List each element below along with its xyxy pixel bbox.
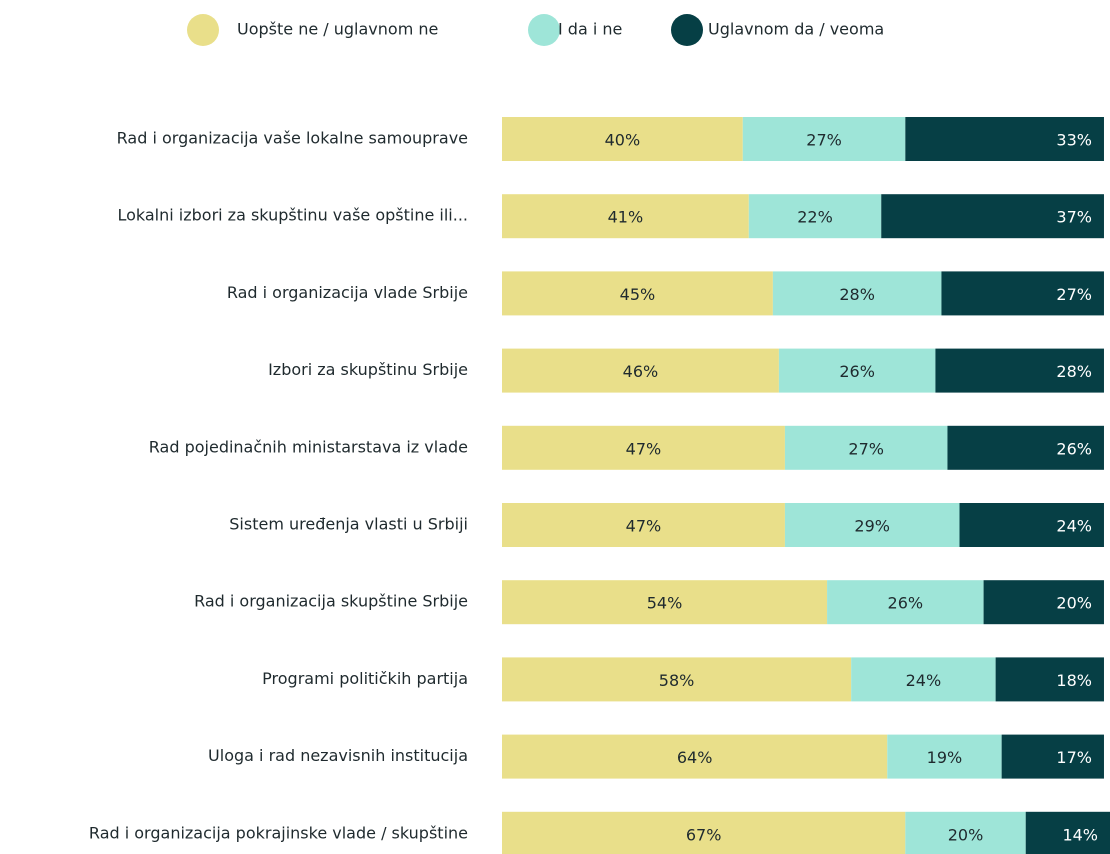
value-label: 18% — [1056, 671, 1092, 690]
legend-swatch — [187, 14, 219, 46]
value-label: 58% — [659, 671, 695, 690]
bar-segment — [935, 348, 1104, 393]
bar-segment — [887, 734, 1002, 779]
bar-segment — [851, 657, 996, 702]
value-label: 19% — [927, 748, 963, 767]
y-tick-label: Rad i organizacija pokrajinske vlade / s… — [89, 823, 468, 842]
value-label: 64% — [677, 748, 713, 767]
value-label: 28% — [839, 285, 875, 304]
value-label: 24% — [906, 671, 942, 690]
y-tick-label: Programi političkih partija — [262, 669, 468, 688]
value-label: 20% — [1056, 594, 1092, 613]
value-label: 45% — [620, 285, 656, 304]
value-label: 67% — [686, 825, 722, 844]
value-label: 54% — [647, 594, 683, 613]
bar-segment — [905, 811, 1026, 854]
value-label: 26% — [888, 594, 924, 613]
bar-segment — [995, 657, 1104, 702]
value-label: 20% — [948, 825, 984, 844]
bar-segment — [502, 811, 906, 854]
value-label: 22% — [797, 208, 833, 227]
bar-segment — [784, 425, 948, 470]
bar-segment — [959, 503, 1104, 547]
bar-segment — [1001, 734, 1104, 779]
y-tick-label: Rad i organizacija vlade Srbije — [227, 283, 468, 302]
value-label: 37% — [1056, 208, 1092, 227]
value-label: 27% — [1056, 285, 1092, 304]
y-tick-label: Rad i organizacija skupštine Srbije — [194, 592, 468, 611]
value-label: 40% — [605, 131, 641, 150]
value-label: 14% — [1062, 825, 1098, 844]
value-label: 47% — [626, 439, 662, 458]
y-tick-label: Izbori za skupštinu Srbije — [268, 360, 468, 379]
y-tick-label: Sistem uređenja vlasti u Srbiji — [229, 515, 468, 534]
y-tick-label: Rad i organizacija vaše lokalne samoupra… — [117, 129, 468, 148]
bar-segment — [748, 194, 882, 239]
value-label: 17% — [1056, 748, 1092, 767]
legend-label: Uglavnom da / veoma — [708, 20, 884, 39]
value-label: 46% — [623, 362, 659, 381]
bar-segment — [784, 503, 960, 547]
value-label: 26% — [1056, 439, 1092, 458]
value-label: 41% — [608, 208, 644, 227]
bar-segment — [1025, 811, 1110, 854]
bar-segment — [502, 657, 852, 702]
bar-segment — [502, 580, 828, 625]
bar-segment — [947, 425, 1104, 470]
bar-segment — [502, 348, 779, 393]
value-label: 28% — [1056, 362, 1092, 381]
legend-swatch — [528, 14, 560, 46]
value-label: 24% — [1056, 517, 1092, 536]
bar-segment — [941, 271, 1104, 316]
bar-segment — [827, 580, 984, 625]
value-label: 27% — [848, 439, 884, 458]
bar-segment — [881, 194, 1104, 239]
bar-segment — [502, 425, 785, 470]
legend-label: I da i ne — [558, 20, 622, 39]
value-label: 33% — [1056, 131, 1092, 150]
bar-segment — [983, 580, 1104, 625]
legend-swatch — [671, 14, 703, 46]
bar-segment — [502, 734, 888, 779]
value-label: 26% — [839, 362, 875, 381]
bar-segment — [742, 117, 906, 161]
bar-segment — [502, 194, 749, 239]
bar-segment — [502, 271, 773, 316]
y-tick-label: Rad pojedinačnih ministarstava iz vlade — [149, 437, 468, 456]
value-label: 29% — [854, 517, 890, 536]
value-label: 27% — [806, 131, 842, 150]
bar-segment — [778, 348, 936, 393]
bar-segment — [905, 117, 1104, 161]
legend-label: Uopšte ne / uglavnom ne — [237, 20, 438, 39]
y-tick-label: Lokalni izbori za skupštinu vaše opštine… — [117, 206, 468, 225]
bar-segment — [502, 117, 743, 161]
bar-segment — [772, 271, 942, 316]
bar-segment — [502, 503, 785, 547]
y-tick-label: Uloga i rad nezavisnih institucija — [208, 746, 468, 765]
value-label: 47% — [626, 517, 662, 536]
